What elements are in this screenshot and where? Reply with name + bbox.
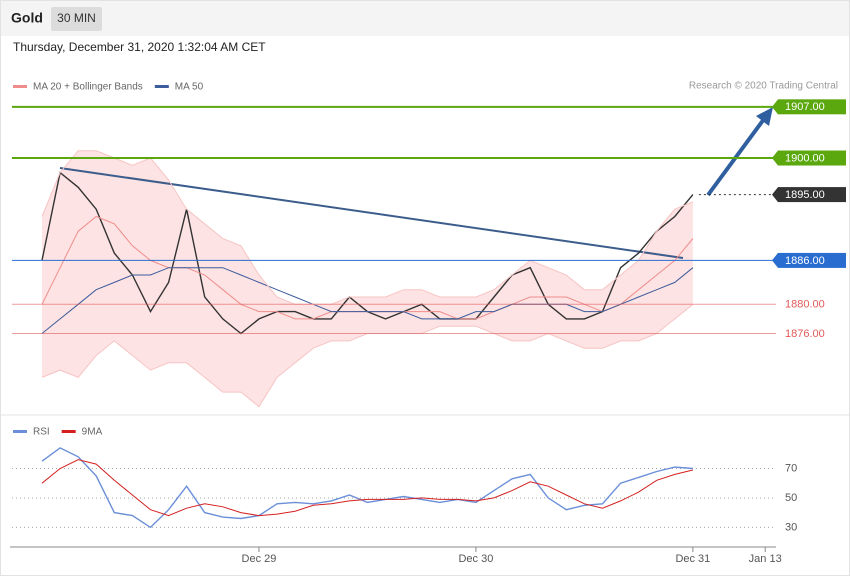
y-tick-label: 30	[785, 521, 797, 533]
series-line	[41, 267, 694, 334]
forecast-arrowhead	[756, 107, 773, 126]
level-label-pointer	[772, 252, 778, 268]
level-label: 1876.00	[785, 328, 825, 340]
level-label: 1886.00	[785, 255, 825, 267]
level-label-pointer	[772, 187, 778, 203]
x-tick-label: Dec 29	[242, 553, 277, 565]
level-label: 1880.00	[785, 299, 825, 311]
series-line	[41, 447, 693, 529]
legend-swatch	[13, 430, 27, 433]
legend-label: 9MA	[82, 427, 103, 438]
legend-label: MA 50	[175, 82, 204, 93]
x-tick-label: Jan 13	[749, 553, 782, 565]
y-tick-label: 70	[785, 462, 797, 474]
x-tick-label: Dec 31	[675, 553, 710, 565]
x-tick-label: Dec 30	[458, 553, 493, 565]
level-label: 1907.00	[785, 101, 825, 113]
series-line	[41, 459, 694, 517]
legend-swatch	[61, 430, 76, 433]
interval-button[interactable]	[51, 7, 102, 31]
interval[interactable]: 30 MIN	[57, 11, 96, 25]
credit: Research © 2020 Trading Central	[689, 81, 838, 92]
legend-label: MA 20 + Bollinger Bands	[33, 82, 143, 93]
trend-line	[59, 167, 684, 259]
level-label-pointer	[772, 150, 778, 166]
timestamp: Thursday, December 31, 2020 1:32:04 AM C…	[13, 40, 266, 54]
level-label: 1895.00	[785, 189, 825, 201]
legend-swatch	[154, 85, 169, 88]
level-label-box	[778, 187, 846, 203]
level-label-box	[778, 150, 846, 166]
top-bar	[1, 1, 849, 36]
legend-label: RSI	[33, 427, 50, 438]
level-label-box	[778, 99, 846, 115]
level-label-pointer	[772, 99, 778, 115]
forecast-arrow	[706, 117, 766, 197]
legend-swatch	[13, 85, 27, 88]
symbol: Gold	[11, 10, 43, 26]
level-label-box	[778, 252, 846, 268]
bollinger-band-fill	[42, 150, 693, 407]
level-label: 1900.00	[785, 152, 825, 164]
y-tick-label: 50	[785, 492, 797, 504]
